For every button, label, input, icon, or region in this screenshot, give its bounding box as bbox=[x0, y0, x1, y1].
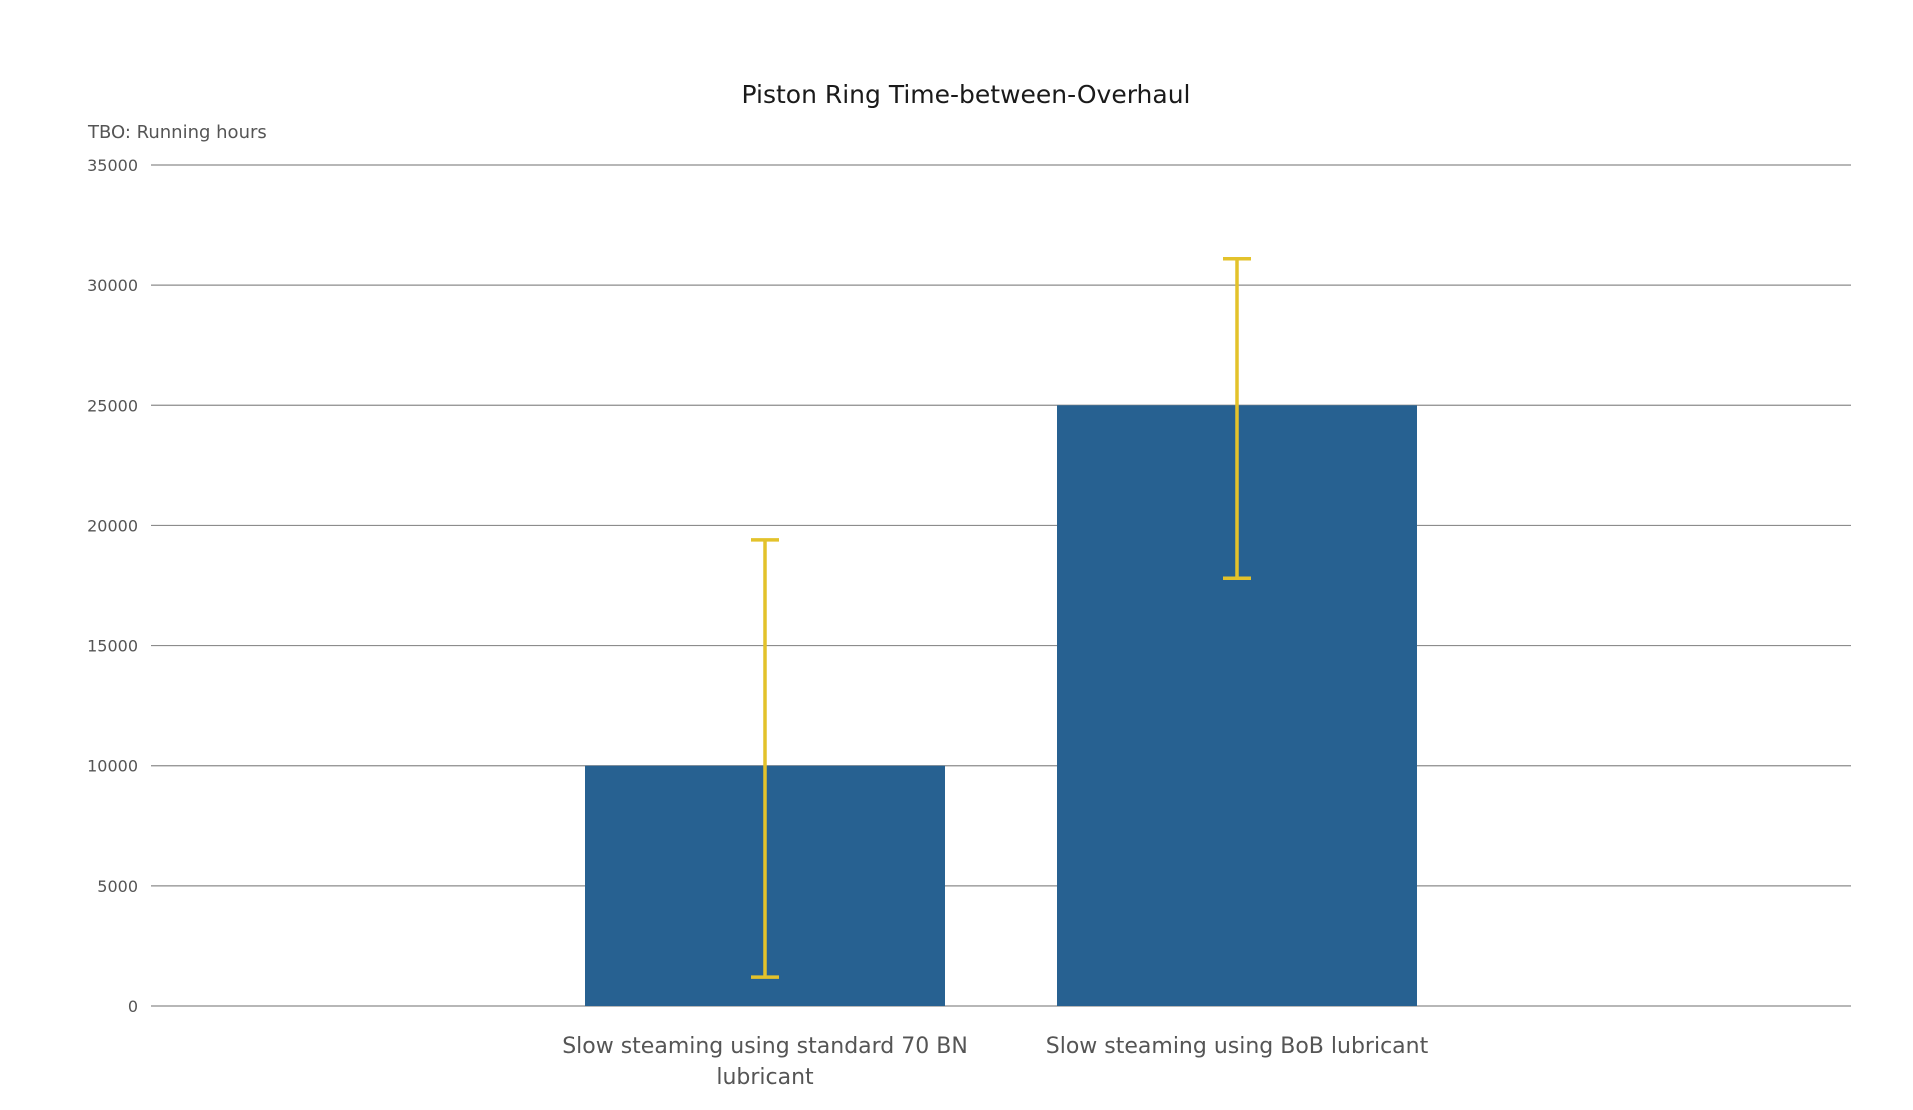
y-tick-label: 20000 bbox=[87, 516, 138, 535]
y-tick-label: 10000 bbox=[87, 757, 138, 776]
error-bar bbox=[751, 538, 779, 979]
chart-title: Piston Ring Time-between-Overhaul bbox=[741, 80, 1190, 109]
x-tick-label: Slow steaming using standard 70 BN bbox=[562, 1034, 968, 1059]
y-tick-label: 35000 bbox=[87, 156, 138, 175]
y-tick-label: 25000 bbox=[87, 396, 138, 415]
y-tick-label: 0 bbox=[128, 997, 138, 1016]
x-tick-label: Slow steaming using BoB lubricant bbox=[1046, 1034, 1429, 1059]
y-tick-label: 30000 bbox=[87, 276, 138, 295]
y-tick-label: 5000 bbox=[97, 877, 138, 896]
x-tick-label: lubricant bbox=[716, 1065, 814, 1090]
error-bar bbox=[1223, 256, 1251, 581]
y-tick-label: 15000 bbox=[87, 637, 138, 656]
y-axis-label: TBO: Running hours bbox=[87, 122, 267, 143]
